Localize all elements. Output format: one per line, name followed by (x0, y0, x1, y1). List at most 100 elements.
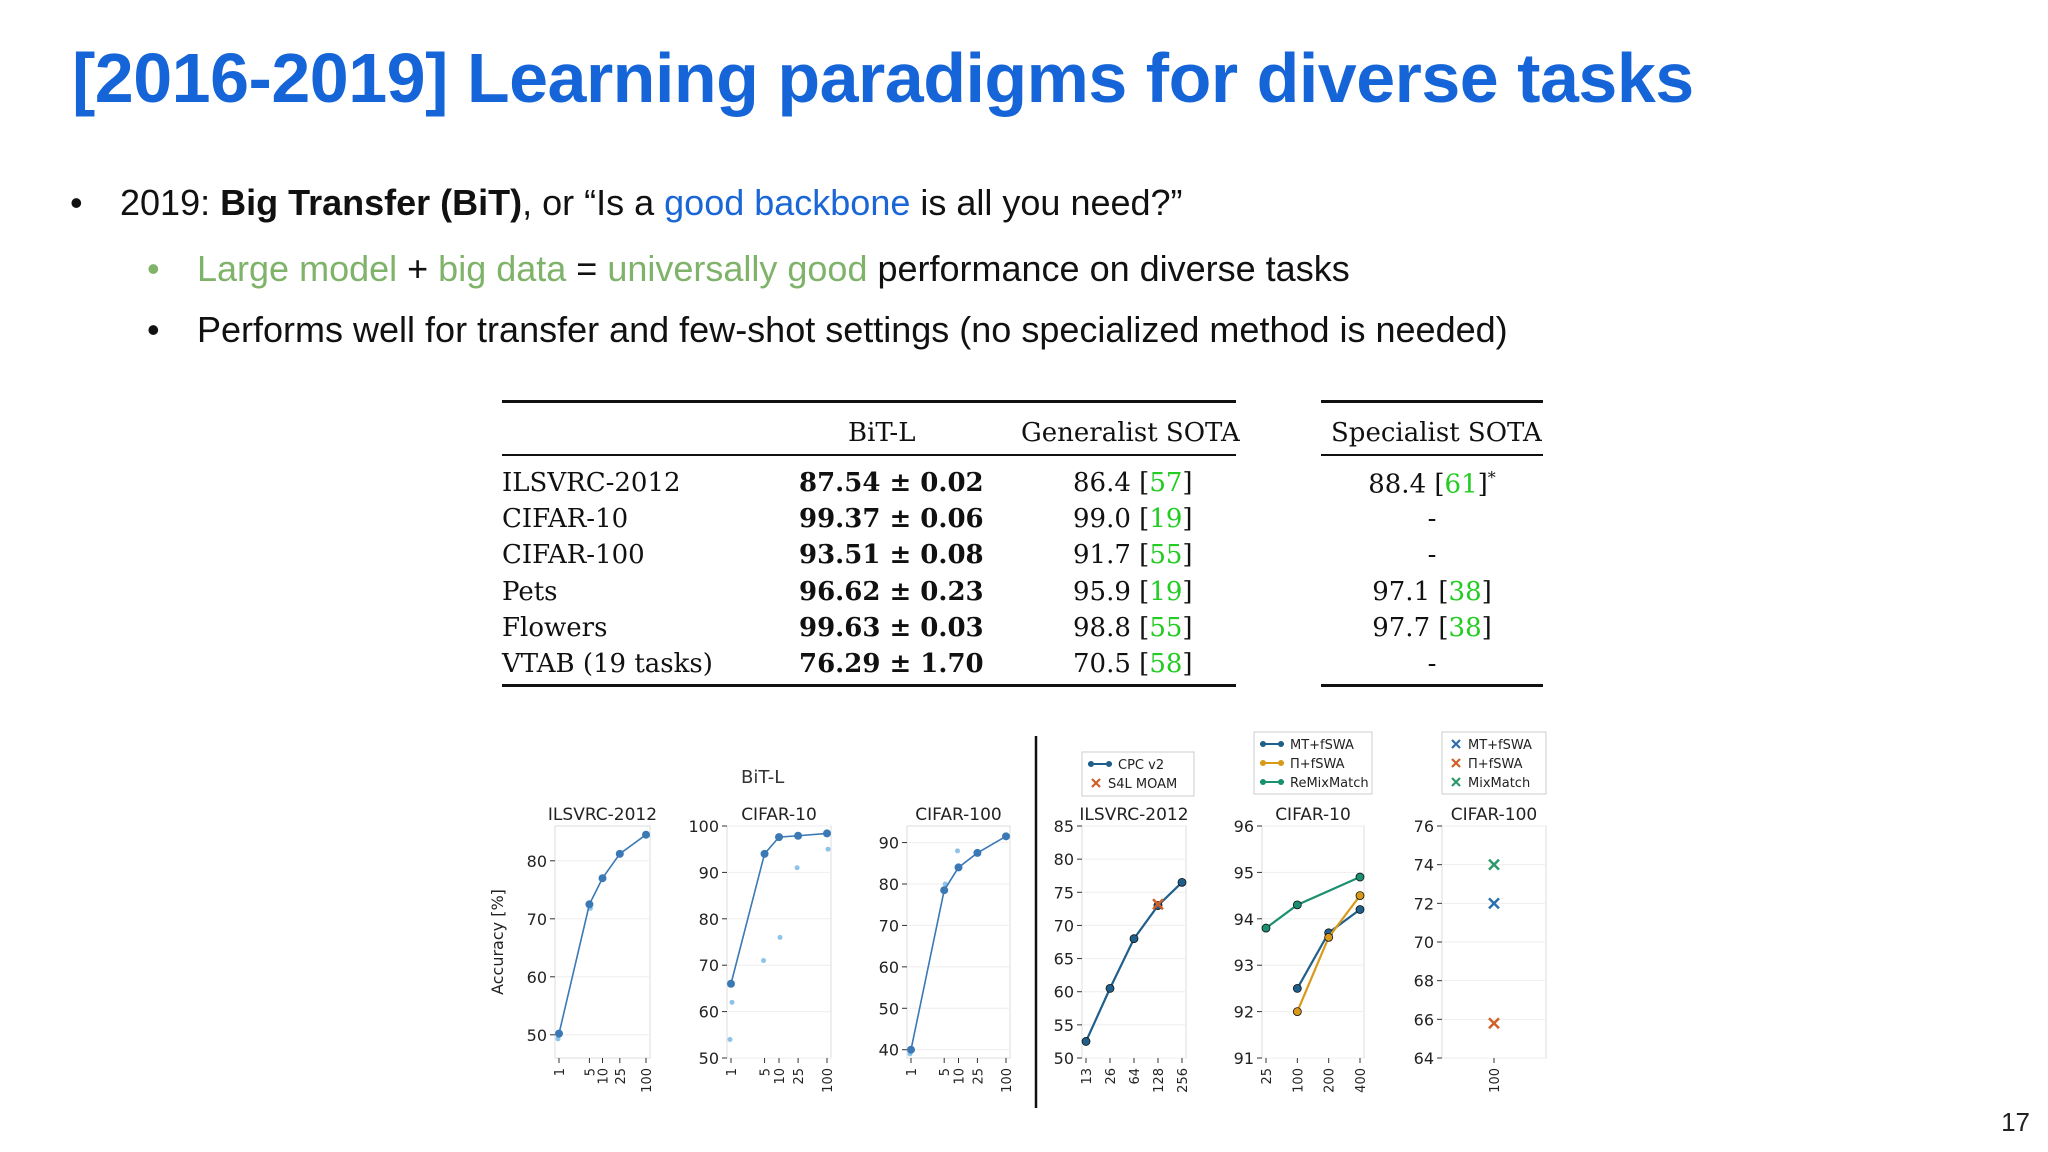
citation-link[interactable]: 55 (1149, 540, 1183, 570)
y-tick-label: 80 (1054, 850, 1074, 869)
series-line (1296, 908, 1361, 989)
y-tick-label: 74 (1414, 856, 1434, 875)
chart-title: CIFAR-100 (915, 805, 1001, 825)
legend-marker (1278, 741, 1284, 747)
y-tick-label: 50 (1054, 1049, 1074, 1068)
data-point (1177, 877, 1187, 887)
y-tick-label: 72 (1414, 894, 1434, 913)
y-tick-label: 70 (1054, 916, 1074, 935)
data-point (1355, 891, 1365, 900)
citation-link[interactable]: 55 (1149, 613, 1183, 643)
data-point (585, 900, 594, 909)
x-tick-label: 26 (1104, 1068, 1119, 1085)
chart-panel: ILSVRC-2012 50 55 60 65 70 75 80 85 13 26 64 128 256 C… (1054, 751, 1195, 1093)
y-tick-label: 80 (527, 852, 547, 871)
page-number: 17 (2001, 1107, 2030, 1137)
y-tick-label: 68 (1414, 972, 1434, 991)
sub1-plus: + (397, 248, 439, 289)
x-tick-label: 25 (614, 1068, 629, 1085)
header-bitl: BiT-L (848, 418, 916, 448)
y-tick-label: 55 (1054, 1016, 1074, 1035)
data-point (1355, 905, 1365, 914)
x-tick-label: 1 (905, 1068, 920, 1076)
bullet-main-mid: , or “Is a (522, 182, 665, 223)
data-point (598, 874, 607, 883)
chart-title: CIFAR-10 (741, 805, 817, 825)
slide-title: [2016-2019] Learning paradigms for diver… (72, 39, 1694, 117)
y-tick-label: 94 (1234, 910, 1254, 929)
x-tick-label: 10 (597, 1068, 612, 1085)
table-row-name: CIFAR-100 (502, 540, 645, 570)
specialist-value: - (1427, 540, 1437, 570)
table-row-specialist: 97.1 [38] (1372, 577, 1492, 607)
chart-title: ILSVRC-2012 (548, 805, 657, 825)
y-tick-label: 60 (699, 1003, 719, 1022)
x-tick-label: 25 (1260, 1068, 1275, 1085)
data-point-faint (825, 846, 831, 852)
data-point (940, 886, 949, 895)
sub1-rest: performance on diverse tasks (867, 248, 1350, 289)
bullet-dot: • (70, 182, 83, 223)
table-row-name: CIFAR-10 (502, 504, 629, 534)
data-point (1324, 932, 1334, 942)
x-tick-label: 1 (725, 1068, 740, 1076)
data-point-faint (955, 848, 960, 854)
data-point-faint (777, 934, 783, 940)
chart-title: CIFAR-100 (1451, 805, 1537, 825)
citation-link[interactable]: 19 (1149, 577, 1183, 607)
y-tick-label: 76 (1414, 817, 1434, 836)
y-tick-label: 40 (879, 1041, 899, 1060)
bullet-main-bold: Big Transfer (BiT) (220, 182, 523, 223)
y-tick-label: 80 (879, 875, 899, 894)
data-point-faint (727, 1036, 733, 1042)
y-tick-label: 66 (1414, 1010, 1434, 1029)
x-tick-label: 1 (553, 1068, 568, 1076)
table-row-specialist: 88.4 [61]* (1368, 468, 1496, 500)
legend-marker (1278, 779, 1284, 785)
y-tick-label: 93 (1234, 956, 1254, 975)
citation-link[interactable]: 19 (1149, 504, 1183, 534)
x-tick-label: 256 (1176, 1068, 1191, 1093)
series-line (730, 832, 828, 984)
data-point (1129, 934, 1139, 944)
table-row-specialist: - (1321, 649, 1543, 679)
x-tick-label: 100 (1291, 1068, 1306, 1093)
data-point-faint (761, 958, 767, 964)
citation-link[interactable]: 38 (1448, 613, 1482, 643)
x-tick-label: 400 (1354, 1068, 1369, 1093)
y-tick-label: 85 (1054, 817, 1074, 836)
y-tick-label: 50 (699, 1049, 719, 1068)
y-tick-label: 92 (1234, 1003, 1254, 1022)
table-bottom-rule (502, 684, 1236, 687)
generalist-value: 86.4 (1073, 468, 1131, 498)
x-tick-label: 5 (938, 1068, 953, 1076)
specialist-value: 97.1 (1372, 577, 1431, 607)
legend-marker (1088, 761, 1094, 767)
specialist-value: - (1427, 504, 1437, 534)
bullet-sub-2: • Performs well for transfer and few-shot… (147, 309, 1508, 351)
x-tick-label: 200 (1323, 1068, 1338, 1093)
citation-link[interactable]: 57 (1149, 468, 1183, 498)
citation-link[interactable]: 38 (1448, 577, 1482, 607)
chart-title: CIFAR-10 (1275, 805, 1351, 825)
y-tick-label: 50 (527, 1026, 547, 1045)
table-mid-rule (502, 454, 1236, 456)
y-tick-label: 91 (1234, 1049, 1254, 1068)
data-point (1105, 984, 1115, 993)
table-row-bitl: 99.37 ± 0.06 (799, 504, 984, 534)
y-tick-label: 60 (879, 958, 899, 977)
legend-label: Π+fSWA (1290, 757, 1345, 772)
bullet-main-highlight: good backbone (664, 182, 911, 223)
data-point (642, 830, 650, 839)
sub1-equals: = (566, 248, 608, 289)
x-tick-label: 10 (953, 1068, 968, 1085)
legend-box (1441, 731, 1547, 795)
series-line (1084, 881, 1183, 1042)
citation-link[interactable]: 58 (1149, 649, 1183, 679)
data-point (760, 849, 769, 858)
chart-panel: CIFAR-10 91 92 93 94 95 96 25 100 200 400 MT+fSWA Π+… (1234, 731, 1373, 1093)
data-point-x (1488, 858, 1500, 871)
citation-link[interactable]: 61 (1444, 469, 1478, 500)
data-point (954, 863, 963, 872)
